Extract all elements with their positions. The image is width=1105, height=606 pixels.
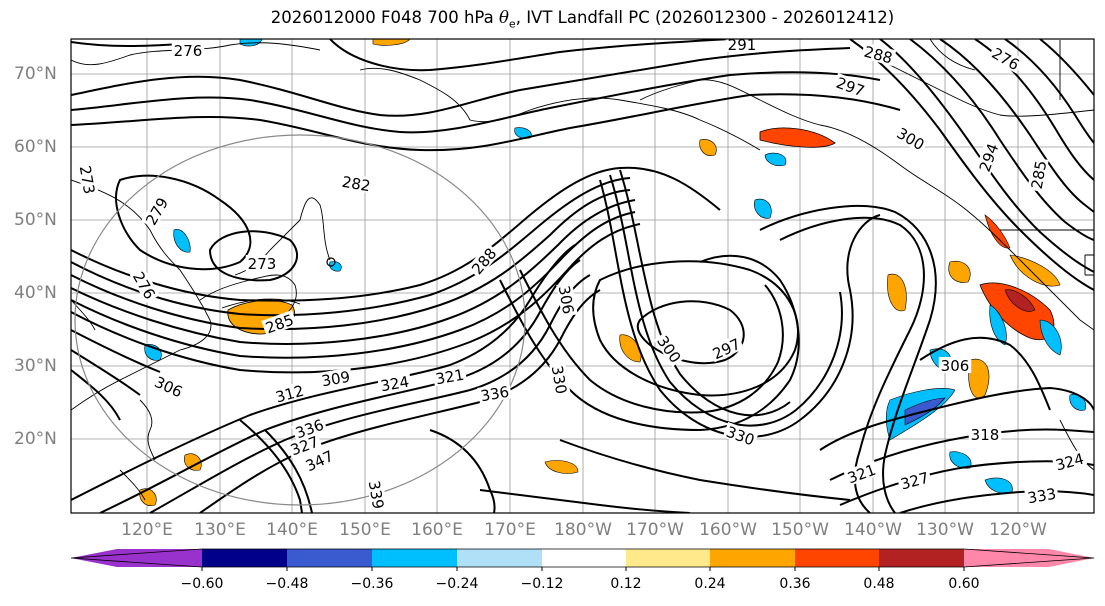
colorbar-segment <box>626 549 710 567</box>
contour-label: 306 <box>555 284 578 315</box>
lon-label: 170°E <box>484 520 536 540</box>
colorbar-segment <box>457 549 542 567</box>
contour-label-bg <box>77 162 99 198</box>
reference-circle <box>74 134 526 506</box>
colorbar-segment <box>287 549 372 567</box>
lon-label: 140°W <box>844 520 902 540</box>
contour-label-bg <box>938 357 972 373</box>
contour-label-bg <box>1027 157 1049 193</box>
contour-label-bg <box>466 243 501 279</box>
lat-label: 70°N <box>14 64 57 84</box>
contour-label-bg <box>860 42 897 67</box>
lat-label: 20°N <box>14 429 57 449</box>
map-frame <box>70 38 1095 514</box>
colorbar-segment <box>964 549 1094 567</box>
lon-label: 150°W <box>771 520 829 540</box>
lon-label: 150°E <box>339 520 391 540</box>
contour-label-bg <box>896 468 933 493</box>
map-title: 2026012000 F048 700 hPa θe, IVT Landfall… <box>270 8 895 31</box>
lon-label: 160°E <box>411 520 463 540</box>
lon-label: 160°W <box>699 520 757 540</box>
contour-label: 336 <box>479 383 510 406</box>
contour-label-bg <box>477 382 513 404</box>
contour-label-bg <box>987 43 1025 74</box>
contour-label-bg <box>171 42 205 58</box>
lat-label: 60°N <box>14 137 57 157</box>
contour-label-bg <box>338 172 374 194</box>
contour-label-bg <box>892 123 930 154</box>
contour-label-bg <box>245 255 279 271</box>
contour-label-bg <box>377 372 413 394</box>
contour-label: 333 <box>1026 485 1057 508</box>
contour-label: 285 <box>1028 159 1051 190</box>
contour-label-bg <box>725 39 759 52</box>
lon-label: 140°E <box>266 520 318 540</box>
contour-label: 273 <box>248 255 277 273</box>
contour-label-bg <box>708 334 745 363</box>
contour-label-bg <box>366 477 388 513</box>
contour-label-bg <box>1024 484 1060 506</box>
contour-label: 282 <box>341 173 372 196</box>
colorbar-segment <box>202 549 287 567</box>
contour-label-bg <box>261 310 298 337</box>
contour-label: 276 <box>174 42 203 60</box>
contour-label-bg <box>653 330 686 367</box>
contour-label-bg <box>549 362 571 398</box>
contour-label-bg <box>318 367 354 389</box>
contour-label: 291 <box>728 36 757 54</box>
contour-label-bg <box>722 422 759 449</box>
contour-label-bg <box>1051 449 1088 474</box>
contour-label-bg <box>968 426 1002 442</box>
contour-label: 309 <box>320 368 351 391</box>
contour-label-bg <box>271 381 308 406</box>
lat-label: 30°N <box>14 356 57 376</box>
lon-label: 130°E <box>194 520 246 540</box>
contour-label-bg <box>129 266 160 304</box>
contour-label-bg <box>432 365 468 387</box>
contour-label: 273 <box>76 164 99 195</box>
colorbar-segment <box>795 549 879 567</box>
theta-e-contours <box>71 39 1094 513</box>
contour-label: 321 <box>434 366 465 389</box>
contour-label-bg <box>150 372 187 401</box>
contour-label: 324 <box>379 373 410 396</box>
lon-label: 170°W <box>626 520 684 540</box>
contour-label: 339 <box>365 479 388 510</box>
colorbar-segment <box>710 549 795 567</box>
lon-label: 120°E <box>121 520 173 540</box>
contour-label: 330 <box>548 364 571 395</box>
contour-label-bg <box>556 282 578 318</box>
lon-label: 130°W <box>916 520 974 540</box>
contour-label-bg <box>843 460 880 487</box>
colorbar-segment <box>372 549 457 567</box>
contour-label: 306 <box>941 357 970 375</box>
colorbar-segment <box>542 549 626 567</box>
location-marker <box>326 257 336 267</box>
colorbar <box>70 548 1095 571</box>
coastlines <box>71 39 1094 501</box>
colorbar-segment <box>879 549 964 567</box>
lat-label: 40°N <box>14 283 57 303</box>
contour-label-bg <box>291 415 328 442</box>
colorbar-segment <box>71 549 202 567</box>
lon-label: 180°W <box>554 520 612 540</box>
lon-label: 120°W <box>989 520 1047 540</box>
lat-label: 50°N <box>14 210 57 230</box>
contour-label: 318 <box>971 426 1000 444</box>
contour-label-bg <box>975 139 1002 176</box>
contour-label-bg <box>301 446 338 475</box>
contour-label-bg <box>832 73 869 100</box>
ivt-anomaly-shading <box>139 39 1086 506</box>
contour-label-bg <box>141 192 172 230</box>
contour-label-bg <box>286 432 323 459</box>
